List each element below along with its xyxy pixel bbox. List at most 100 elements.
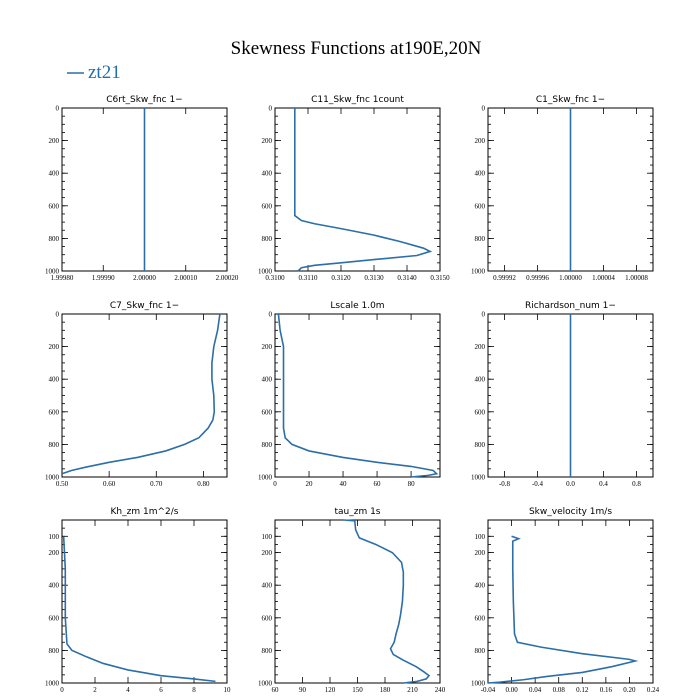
y-tick-label: 800: [49, 441, 60, 449]
x-tick-label: 0.24: [647, 686, 660, 694]
y-tick-label: 1000: [258, 474, 273, 482]
x-tick-label: -0.4: [532, 480, 544, 488]
y-tick-label: 600: [475, 408, 486, 416]
x-tick-label: 20: [306, 480, 314, 488]
plot-frame: [274, 313, 441, 478]
x-tick-label: 0.99996: [526, 274, 549, 282]
x-tick-label: 180: [380, 686, 391, 694]
y-tick-label: 800: [262, 235, 273, 243]
x-tick-label: 0.3140: [397, 274, 417, 282]
y-tick-label: 1000: [471, 474, 486, 482]
x-tick-label: 0.60: [103, 480, 116, 488]
x-tick-label: 0.20: [623, 686, 636, 694]
panel-title: Richardson_num 1−: [525, 301, 616, 311]
x-tick-label: 0.3110: [299, 274, 318, 282]
panel-title: C11_Skw_fnc 1count: [311, 95, 404, 105]
plot-frame: [61, 519, 228, 684]
y-tick-label: 0: [269, 311, 273, 319]
y-tick-label: 0: [56, 105, 60, 113]
y-tick-label: 0: [56, 311, 60, 319]
y-tick-label: 200: [262, 343, 273, 351]
y-tick-label: 200: [262, 549, 273, 557]
y-tick-label: 1000: [471, 680, 486, 688]
x-tick-label: 1.00000: [559, 274, 582, 282]
x-tick-label: 0.4: [599, 480, 608, 488]
panel-title: tau_zm 1s: [334, 507, 380, 517]
x-tick-label: 0.00: [505, 686, 518, 694]
x-tick-label: 2.00000: [133, 274, 156, 282]
y-tick-label: 400: [262, 376, 273, 384]
y-tick-label: 100: [49, 533, 60, 541]
series-line-zt21: [343, 519, 431, 684]
series-line-zt21: [294, 108, 433, 272]
y-tick-label: 1000: [258, 268, 273, 276]
x-tick-label: 0.3100: [265, 274, 285, 282]
y-tick-label: 200: [475, 343, 486, 351]
panel-6: Richardson_num 1− 0 200 400 600 800 1000 -0.8 -0…: [471, 301, 654, 488]
y-tick-label: 600: [262, 202, 273, 210]
y-tick-label: 200: [49, 137, 60, 145]
y-tick-label: 400: [49, 582, 60, 590]
x-tick-label: 0.12: [576, 686, 589, 694]
x-tick-label: 90: [299, 686, 307, 694]
y-tick-label: 800: [262, 441, 273, 449]
y-tick-label: 800: [475, 235, 486, 243]
x-tick-label: 1.00004: [592, 274, 615, 282]
y-tick-label: 200: [475, 549, 486, 557]
y-tick-label: 800: [475, 441, 486, 449]
y-tick-label: 400: [49, 376, 60, 384]
plot-frame: [274, 519, 441, 684]
y-tick-label: 200: [475, 137, 486, 145]
x-tick-label: 2: [93, 686, 97, 694]
y-tick-label: 400: [262, 170, 273, 178]
y-tick-label: 200: [49, 343, 60, 351]
x-tick-label: 210: [407, 686, 418, 694]
x-tick-label: 0: [60, 686, 64, 694]
x-tick-label: 0.80: [197, 480, 210, 488]
x-tick-label: 0.3150: [430, 274, 450, 282]
x-tick-label: 150: [352, 686, 363, 694]
y-tick-label: 600: [262, 614, 273, 622]
panel-9: Skw_velocity 1m/s 100 200 400 600 800 1000-0.0…: [471, 507, 660, 694]
y-tick-label: 200: [262, 137, 273, 145]
y-tick-label: 0: [482, 105, 486, 113]
y-tick-label: 1000: [45, 268, 60, 276]
x-tick-label: 1.00008: [625, 274, 648, 282]
panel-title: Lscale 1.0m: [330, 301, 384, 311]
y-tick-label: 600: [262, 408, 273, 416]
x-tick-label: 10: [224, 686, 232, 694]
x-tick-label: 40: [340, 480, 348, 488]
y-tick-label: 1000: [45, 474, 60, 482]
panel-title: C6rt_Skw_fnc 1−: [106, 95, 182, 105]
x-tick-label: 0.04: [529, 686, 542, 694]
x-tick-label: 0.3130: [364, 274, 384, 282]
figure-title: Skewness Functions at190E,20N: [231, 38, 482, 59]
x-tick-label: 0.3120: [331, 274, 351, 282]
y-tick-label: 0: [482, 311, 486, 319]
x-tick-label: 4: [126, 686, 130, 694]
y-tick-label: 400: [475, 376, 486, 384]
panel-2: C11_Skw_fnc 1count 0 200 400 600 800 10000.310…: [258, 95, 450, 282]
y-tick-label: 800: [49, 235, 60, 243]
x-tick-label: 2.00020: [216, 274, 239, 282]
x-tick-label: 1.99980: [51, 274, 74, 282]
series-line-zt21: [487, 535, 639, 684]
y-tick-label: 400: [262, 582, 273, 590]
panel-title: C7_Skw_fnc 1−: [110, 301, 179, 311]
x-tick-label: 1.99990: [92, 274, 115, 282]
x-tick-label: 60: [374, 480, 382, 488]
y-tick-label: 600: [49, 614, 60, 622]
panel-title: Skw_velocity 1m/s: [529, 507, 612, 517]
x-tick-label: 0: [273, 480, 277, 488]
x-tick-label: 0.08: [553, 686, 566, 694]
y-tick-label: 1000: [471, 268, 486, 276]
series-line-zt21: [277, 313, 439, 478]
y-tick-label: 400: [475, 582, 486, 590]
x-tick-label: -0.04: [481, 686, 496, 694]
y-tick-label: 800: [49, 647, 60, 655]
